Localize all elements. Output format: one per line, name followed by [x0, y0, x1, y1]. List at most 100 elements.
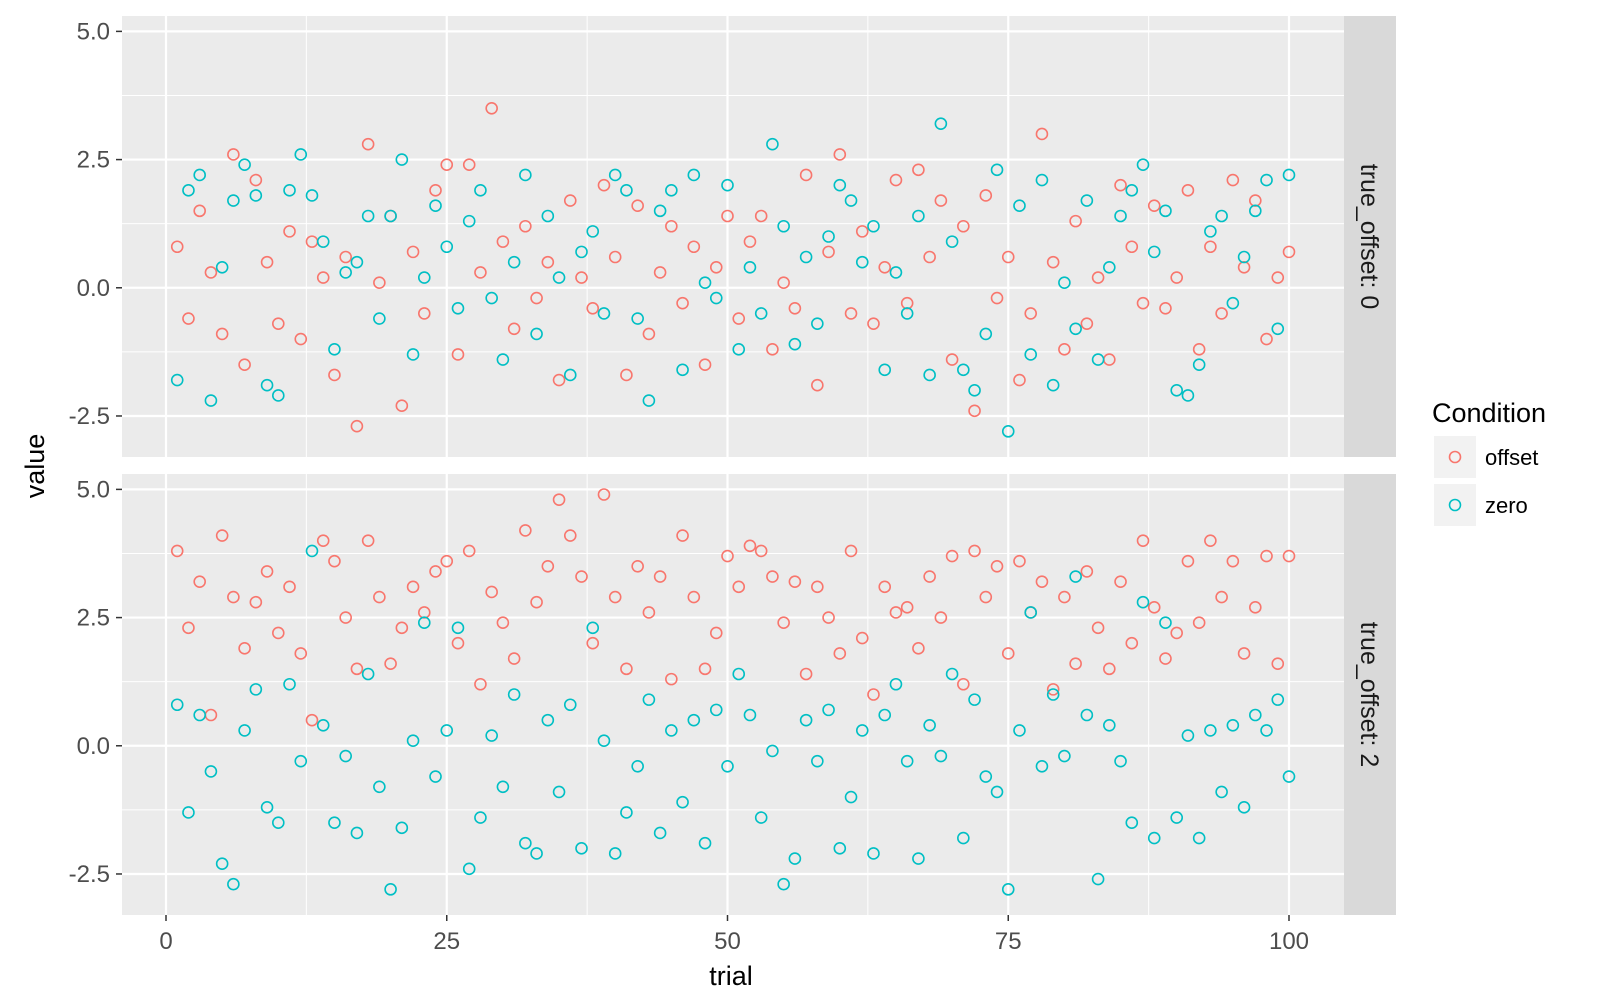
data-point-offset	[1013, 554, 1026, 568]
data-point-offset	[957, 219, 970, 233]
data-point-offset	[1024, 307, 1038, 320]
data-point-offset	[653, 266, 667, 279]
data-point-offset	[799, 667, 813, 681]
data-point-offset	[732, 580, 746, 594]
data-point-zero	[1159, 204, 1172, 218]
y-tick-label: 0.0	[77, 275, 110, 302]
data-point-zero	[530, 327, 543, 341]
data-point-zero	[1046, 688, 1060, 701]
data-point-zero	[474, 184, 487, 197]
data-point-offset	[170, 544, 184, 558]
data-point-zero	[170, 373, 184, 387]
data-point-offset	[1260, 332, 1273, 346]
x-tick-label: 75	[995, 928, 1022, 955]
data-point-offset	[1091, 271, 1105, 284]
data-point-offset	[227, 590, 240, 604]
data-point-zero	[799, 250, 813, 264]
data-point-offset	[530, 595, 543, 609]
data-point-zero	[1226, 718, 1240, 732]
data-point-offset	[665, 219, 678, 233]
data-point-zero	[485, 291, 498, 305]
data-point-zero	[530, 847, 543, 860]
data-point-offset	[429, 565, 442, 578]
data-point-offset	[1013, 373, 1026, 387]
data-point-zero	[496, 780, 510, 794]
data-point-zero	[1001, 883, 1015, 896]
data-point-offset	[754, 544, 768, 558]
data-point-zero	[1147, 831, 1161, 845]
data-point-offset	[193, 575, 206, 588]
data-point-zero	[721, 178, 734, 192]
data-point-offset	[541, 255, 555, 269]
data-point-zero	[507, 688, 521, 701]
panel-0: -2.5 0.0 2.5 5.0 true_offset: 0	[69, 16, 1396, 457]
data-point-offset	[575, 271, 588, 284]
data-point-zero	[227, 194, 240, 207]
data-point-zero	[687, 168, 701, 182]
data-point-zero	[900, 307, 914, 320]
data-point-zero	[743, 708, 757, 722]
data-point-zero	[676, 363, 689, 377]
data-point-zero	[485, 729, 498, 742]
data-point-zero	[889, 266, 903, 279]
data-point-offset	[855, 631, 869, 645]
data-point-zero	[193, 168, 206, 182]
data-point-zero	[1260, 173, 1273, 187]
data-point-offset	[1181, 184, 1195, 197]
y-tick-label: 5.0	[77, 476, 110, 503]
data-point-zero	[1226, 296, 1240, 310]
data-point-zero	[1024, 348, 1038, 361]
data-point-offset	[1226, 554, 1240, 568]
data-point-offset	[451, 636, 465, 650]
data-point-offset	[1114, 178, 1127, 192]
data-point-zero	[642, 394, 656, 407]
data-point-zero	[620, 806, 633, 819]
y-tick-label: -2.5	[69, 403, 110, 430]
series-zero	[170, 544, 1296, 896]
data-point-offset	[777, 616, 790, 630]
data-point-offset	[709, 626, 723, 640]
data-point-offset	[934, 194, 948, 207]
data-point-zero	[912, 209, 925, 223]
data-point-zero	[934, 749, 948, 763]
x-tick-label: 25	[433, 928, 460, 955]
data-point-offset	[1001, 250, 1015, 264]
data-point-zero	[979, 327, 993, 341]
data-point-offset	[395, 399, 409, 413]
data-point-offset	[1226, 173, 1240, 187]
data-point-zero	[900, 754, 914, 768]
data-point-zero	[968, 384, 981, 397]
data-point-zero	[844, 790, 858, 804]
data-point-offset	[496, 235, 510, 248]
data-point-zero	[1215, 209, 1228, 223]
data-point-offset	[945, 549, 959, 563]
data-point-zero	[316, 718, 330, 732]
data-point-offset	[732, 312, 746, 325]
data-point-zero	[867, 219, 880, 233]
legend-label-offset: offset	[1485, 445, 1538, 470]
data-point-zero	[541, 209, 555, 223]
data-point-zero	[507, 255, 521, 269]
data-point-zero	[1170, 384, 1183, 397]
data-point-offset	[294, 647, 308, 660]
data-point-offset	[833, 647, 847, 660]
data-point-offset	[642, 327, 656, 341]
data-point-offset	[305, 713, 319, 727]
data-point-offset	[1001, 647, 1015, 660]
data-point-offset	[1159, 652, 1172, 665]
data-point-offset	[889, 173, 903, 187]
data-point-offset	[788, 301, 802, 315]
data-point-zero	[709, 703, 723, 717]
data-point-offset	[485, 585, 498, 599]
data-point-zero	[1013, 199, 1026, 213]
data-point-offset	[912, 163, 925, 177]
data-point-offset	[541, 560, 555, 573]
data-point-zero	[361, 667, 375, 681]
data-point-zero	[777, 877, 790, 891]
data-point-offset	[260, 255, 274, 269]
data-point-offset	[440, 554, 454, 568]
data-point-offset	[507, 322, 521, 336]
data-point-zero	[709, 291, 723, 305]
data-point-zero	[1147, 245, 1161, 259]
data-point-offset	[1125, 636, 1139, 650]
